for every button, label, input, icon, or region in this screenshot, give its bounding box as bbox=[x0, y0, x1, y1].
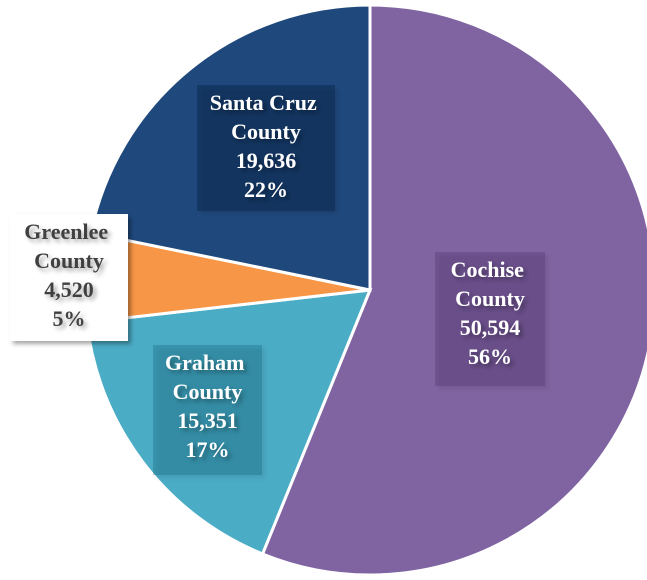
label-line: Cochise bbox=[451, 257, 530, 282]
label-line: Graham bbox=[165, 350, 250, 375]
category-label: Greenlee County bbox=[24, 219, 113, 273]
category-label: Graham County bbox=[165, 350, 250, 404]
label-line: County bbox=[231, 119, 301, 144]
value-label: 19,636 bbox=[236, 148, 297, 173]
percent-label: 5% bbox=[53, 306, 86, 331]
label-line: Greenlee bbox=[24, 219, 113, 244]
label-line: County bbox=[455, 286, 525, 311]
label-line: County bbox=[173, 379, 243, 404]
label-box bbox=[197, 85, 335, 211]
label-box bbox=[435, 252, 545, 386]
value-label: 15,351 bbox=[177, 408, 238, 433]
value-label: 50,594 bbox=[460, 315, 521, 340]
category-label: Santa Cruz County bbox=[210, 90, 322, 144]
category-label: Cochise County bbox=[451, 257, 530, 311]
label-line: Santa Cruz bbox=[210, 90, 322, 115]
label-box bbox=[153, 345, 262, 475]
percent-label: 56% bbox=[468, 344, 512, 369]
percent-label: 17% bbox=[186, 437, 230, 462]
label-box bbox=[10, 214, 128, 341]
value-label: 4,520 bbox=[44, 277, 94, 302]
label-line: County bbox=[34, 248, 104, 273]
percent-label: 22% bbox=[244, 177, 288, 202]
